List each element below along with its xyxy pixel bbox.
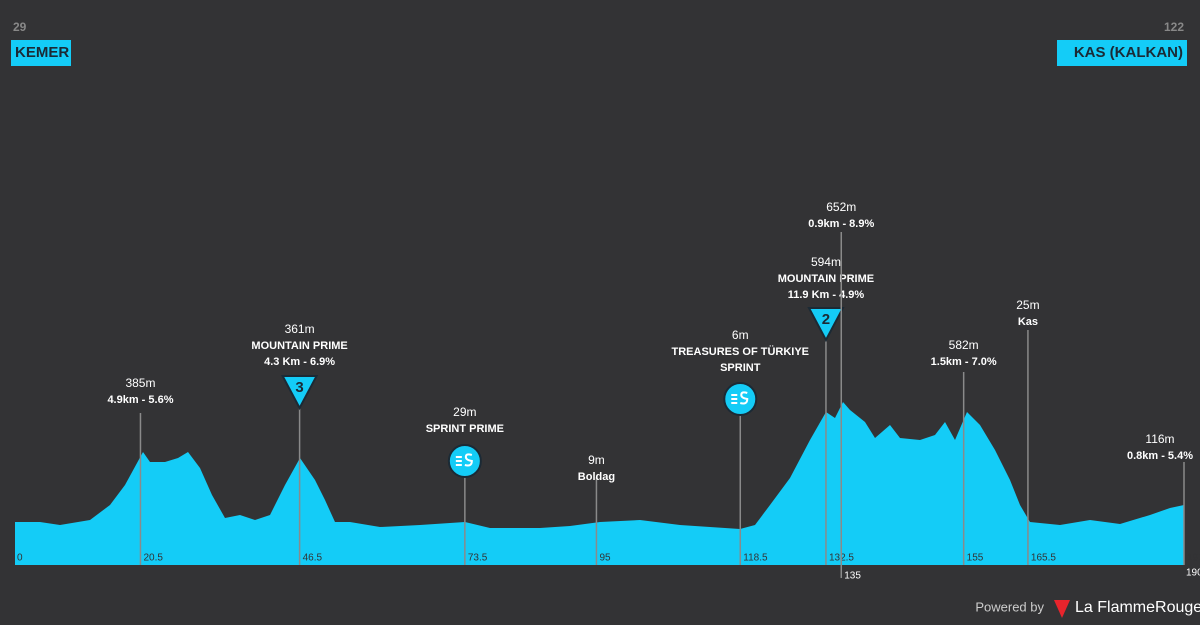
marker-text: 385m	[125, 376, 155, 390]
km-label: 135	[844, 571, 861, 582]
finish-box	[1057, 40, 1187, 66]
km-label: 118.5	[743, 553, 768, 564]
marker-text: 116m	[1145, 432, 1174, 446]
marker-text: 6m	[732, 328, 749, 342]
km-label: 155	[967, 553, 984, 564]
marker-text: 594m	[811, 255, 841, 269]
mountain-icon	[807, 307, 845, 343]
start-altitude: 29	[13, 20, 27, 34]
marker-text: 25m	[1016, 298, 1039, 312]
km-label: 46.5	[303, 553, 323, 564]
km-label: 191	[1187, 553, 1200, 564]
marker-text: Boldag	[578, 471, 615, 483]
marker-text: 29m	[453, 405, 476, 419]
powered-by: Powered by	[975, 599, 1044, 614]
km-label: 73.5	[468, 553, 488, 564]
marker-text: MOUNTAIN PRIME	[778, 273, 874, 285]
mountain-icon	[280, 375, 319, 411]
marker-text: SPRINT	[720, 362, 761, 374]
sprint-glyph	[731, 391, 749, 405]
marker-text: 11.9 Km - 4.9%	[788, 289, 865, 301]
sprint-icon	[723, 382, 758, 416]
sprint-icon	[447, 444, 482, 478]
km-label: 95	[599, 553, 611, 564]
category: 2	[822, 311, 830, 328]
sprint-glyph	[455, 453, 473, 467]
marker-text: 9m	[588, 453, 605, 467]
km-label: 165.5	[1031, 553, 1056, 564]
category: 3	[295, 379, 303, 396]
marker-text: 361m	[285, 322, 315, 336]
marker-text: Kas	[1018, 316, 1038, 328]
marker-text: TREASURES OF TÜRKIYE	[672, 345, 810, 358]
brand: La FlammeRouge	[1075, 599, 1200, 616]
marker-text: 0.9km - 8.9%	[808, 218, 874, 230]
marker-text: 652m	[826, 200, 856, 214]
start-name: KEMER	[15, 44, 69, 61]
finish-name: KAS (KALKAN)	[1074, 44, 1183, 61]
marker-text: 4.3 Km - 6.9%	[264, 356, 335, 368]
marker-text: 582m	[949, 338, 979, 352]
marker-text: 4.9km - 5.6%	[107, 394, 173, 406]
marker-text: 0.8km - 5.4%	[1127, 450, 1193, 462]
start-box	[11, 40, 71, 66]
brand-logo	[1054, 600, 1070, 618]
marker-text: SPRINT PRIME	[426, 423, 504, 435]
km-label: 20.5	[143, 553, 163, 564]
marker-text: MOUNTAIN PRIME	[251, 340, 347, 352]
km-label: 0	[17, 553, 23, 564]
marker-text: 1.5km - 7.0%	[931, 356, 997, 368]
elevation-profile	[15, 402, 1184, 565]
km-label: 190	[1186, 568, 1200, 579]
finish-altitude: 122	[1164, 20, 1184, 34]
